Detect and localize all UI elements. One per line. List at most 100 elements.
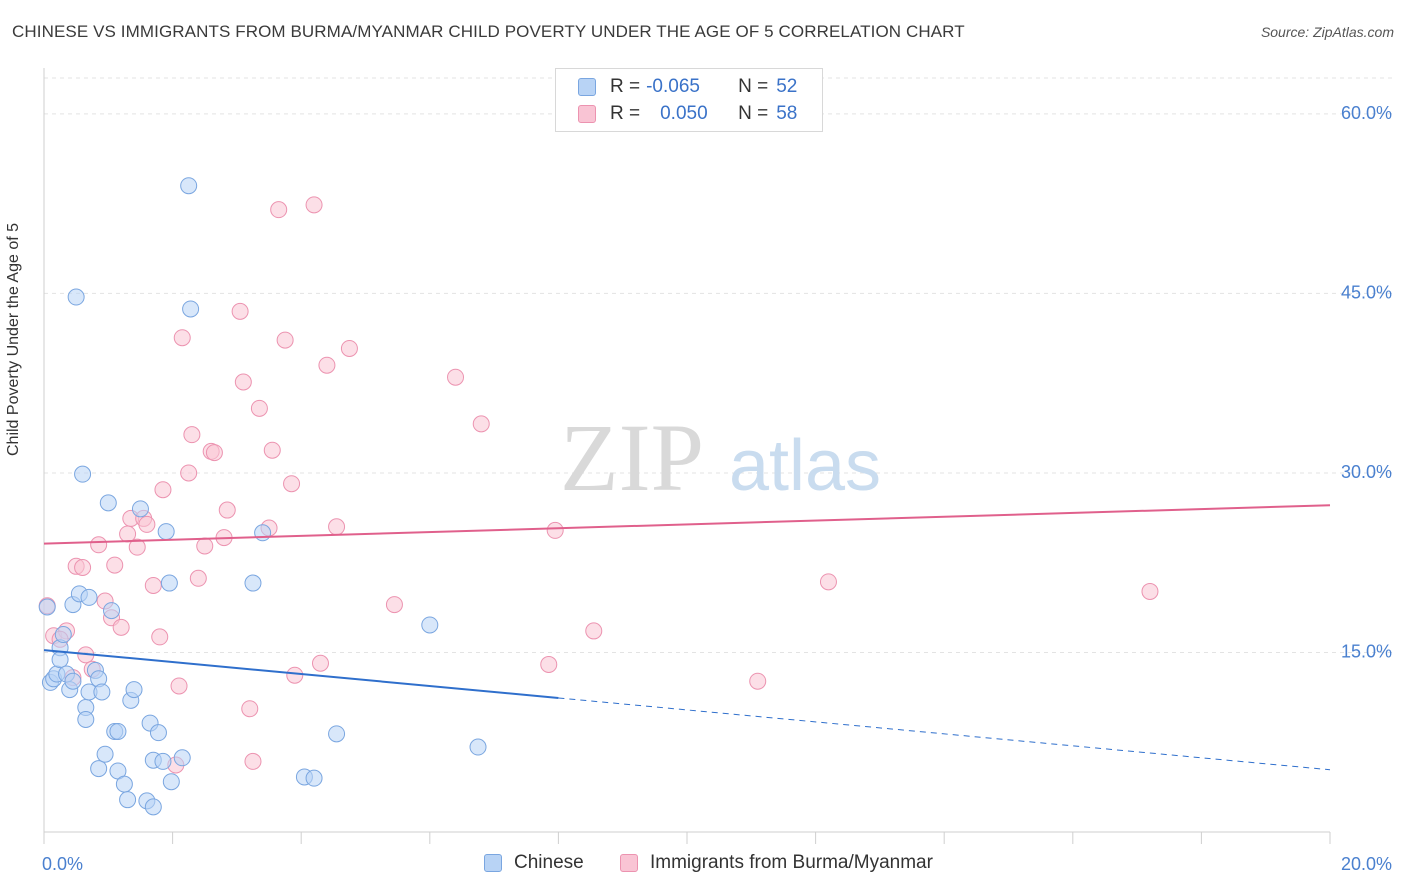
series-legend-chinese[interactable]: Chinese	[484, 852, 584, 874]
y-tick-label: 15.0%	[1341, 641, 1392, 661]
point-chinese	[38, 598, 56, 616]
point-chinese	[328, 725, 346, 743]
legend-r-label: R =	[610, 76, 641, 97]
point-burma	[286, 666, 304, 684]
legend-r-value-burma: 0.050	[660, 103, 708, 124]
point-burma	[180, 464, 198, 482]
point-burma	[546, 521, 564, 539]
point-chinese	[77, 710, 95, 728]
point-chinese	[74, 465, 92, 483]
legend-row-burma: R = 0.050 N = 58	[578, 102, 797, 126]
point-burma	[318, 356, 336, 374]
point-burma	[183, 426, 201, 444]
y-tick-label: 45.0%	[1341, 282, 1392, 302]
point-chinese	[67, 288, 85, 306]
point-chinese	[173, 749, 191, 767]
point-chinese	[64, 672, 82, 690]
point-burma	[328, 518, 346, 536]
series-chinese-points	[38, 177, 487, 816]
point-burma	[244, 752, 262, 770]
y-tick-label: 30.0%	[1341, 462, 1392, 482]
watermark-atlas: atlas	[729, 426, 881, 506]
point-burma	[250, 399, 268, 417]
point-burma	[196, 537, 214, 555]
point-burma	[218, 501, 236, 519]
correlation-legend: R = -0.065 N = 52 R = 0.050 N = 58	[555, 68, 823, 132]
point-chinese	[80, 588, 98, 606]
point-burma	[231, 302, 249, 320]
point-burma	[90, 536, 108, 554]
point-burma	[1141, 582, 1159, 600]
y-axis-label: Child Poverty Under the Age of 5	[5, 222, 22, 456]
grid-lines	[44, 77, 1392, 653]
point-burma	[241, 700, 259, 718]
watermark: ZIP atlas	[560, 404, 881, 511]
point-burma	[170, 677, 188, 695]
point-burma	[585, 622, 603, 640]
point-chinese	[305, 769, 323, 787]
point-chinese	[469, 738, 487, 756]
trend-lines	[43, 504, 1331, 771]
point-chinese	[254, 524, 272, 542]
point-chinese	[93, 683, 111, 701]
point-burma	[540, 655, 558, 673]
legend-swatch-burma	[578, 105, 596, 123]
watermark-zip: ZIP	[560, 404, 704, 511]
point-burma	[472, 415, 490, 433]
point-burma	[144, 576, 162, 594]
point-burma	[305, 196, 323, 214]
legend-n-value-chinese: 52	[776, 76, 798, 97]
point-chinese	[119, 791, 137, 809]
point-chinese	[182, 300, 200, 318]
series-label-burma: Immigrants from Burma/Myanmar	[650, 852, 933, 873]
point-chinese	[131, 500, 149, 518]
trend-line-chinese-extension	[558, 697, 1331, 771]
point-chinese	[149, 724, 167, 742]
point-chinese	[109, 722, 127, 740]
point-chinese	[99, 494, 117, 512]
series-swatch-burma	[620, 854, 638, 872]
point-burma	[263, 441, 281, 459]
point-burma	[128, 538, 146, 556]
point-chinese	[51, 651, 69, 669]
point-burma	[276, 331, 294, 349]
legend-n-value-burma: 58	[776, 103, 798, 124]
point-chinese	[180, 177, 198, 195]
point-burma	[189, 569, 207, 587]
axes	[43, 68, 1331, 844]
legend-swatch-chinese	[578, 78, 596, 96]
legend-row-chinese: R = -0.065 N = 52	[578, 75, 797, 99]
legend-r-label: R =	[610, 103, 641, 124]
point-chinese	[144, 798, 162, 816]
chart-source: Source: ZipAtlas.com	[1260, 24, 1394, 40]
point-burma	[151, 628, 169, 646]
y-tick-label: 60.0%	[1341, 103, 1392, 123]
series-label-chinese: Chinese	[514, 852, 584, 873]
point-burma	[283, 475, 301, 493]
trend-line-burma	[43, 504, 1331, 545]
point-chinese	[115, 775, 133, 793]
legend-n-label: N =	[738, 103, 769, 124]
point-chinese	[54, 626, 72, 644]
tick-labels: 15.0% 30.0% 45.0% 60.0% 0.0% 20.0%	[42, 103, 1392, 874]
point-chinese	[103, 602, 121, 620]
point-chinese	[157, 523, 175, 541]
point-burma	[340, 339, 358, 357]
point-burma	[311, 654, 329, 672]
point-chinese	[162, 773, 180, 791]
legend-r-value-chinese: -0.065	[646, 76, 700, 97]
point-burma	[749, 672, 767, 690]
point-burma	[138, 515, 156, 533]
point-burma	[234, 373, 252, 391]
point-burma	[385, 596, 403, 614]
point-burma	[205, 444, 223, 462]
point-burma	[447, 368, 465, 386]
point-burma	[74, 559, 92, 577]
series-swatch-chinese	[484, 854, 502, 872]
point-chinese	[90, 760, 108, 778]
point-burma	[106, 556, 124, 574]
point-chinese	[160, 574, 178, 592]
series-legend-burma[interactable]: Immigrants from Burma/Myanmar	[620, 852, 933, 874]
point-burma	[270, 201, 288, 219]
